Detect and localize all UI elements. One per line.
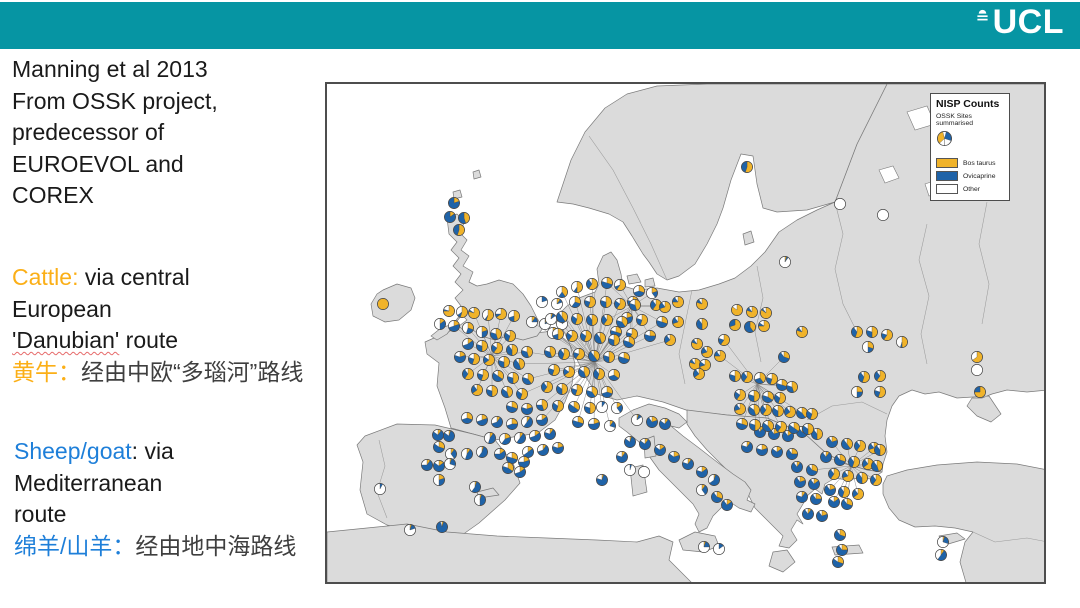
ucl-logo-text: UCL bbox=[992, 3, 1064, 41]
cattle-text-1: via central European bbox=[12, 264, 190, 322]
other-swatch bbox=[936, 184, 958, 194]
legend-item-other: Other bbox=[936, 184, 1005, 194]
other-label: Other bbox=[963, 185, 980, 193]
cattle-text-2: route bbox=[125, 327, 179, 353]
legend-item-bos: Bos taurus bbox=[936, 158, 1005, 168]
bos-taurus-swatch bbox=[936, 158, 958, 168]
danubian-word: 'Danubian' bbox=[12, 327, 120, 353]
bos-taurus-label: Bos taurus bbox=[963, 159, 996, 167]
cattle-cn-text: 经由中欧“多瑙河”路线 bbox=[81, 358, 304, 385]
cattle-paragraph: Cattle: via central European 'Danubian' … bbox=[12, 262, 317, 388]
ucl-dome-icon bbox=[977, 9, 988, 21]
sheep-cn-text: 经由地中海路线 bbox=[135, 532, 297, 559]
pie-chart-icon bbox=[936, 130, 953, 147]
legend-item-ovicaprine: Ovicaprine bbox=[936, 171, 1005, 181]
sheep-text-1: : via Mediterranean route bbox=[14, 438, 174, 527]
legend-subtitle: OSSK Sites summarised bbox=[936, 113, 974, 127]
europe-map-panel: NISP Counts OSSK Sites summarised Bos ta… bbox=[325, 82, 1046, 584]
header-bar bbox=[0, 2, 1080, 49]
title-text: Manning et al 2013 From OSSK project, pr… bbox=[12, 56, 218, 208]
sheep-paragraph: Sheep/goat: via Mediterranean route 绵羊/山… bbox=[14, 436, 319, 562]
ovicaprine-swatch bbox=[936, 171, 958, 181]
legend-title: NISP Counts bbox=[936, 98, 1000, 110]
ovicaprine-label: Ovicaprine bbox=[963, 172, 996, 180]
sheep-label: Sheep/goat bbox=[14, 438, 132, 464]
sheep-cn-label: 绵羊/山羊： bbox=[14, 532, 136, 559]
europe-map bbox=[327, 84, 1044, 582]
cattle-label: Cattle: bbox=[12, 264, 79, 290]
cattle-cn-label: 黄牛： bbox=[12, 358, 81, 385]
ucl-logo: UCL bbox=[974, 5, 1064, 39]
map-legend: NISP Counts OSSK Sites summarised Bos ta… bbox=[930, 93, 1010, 201]
